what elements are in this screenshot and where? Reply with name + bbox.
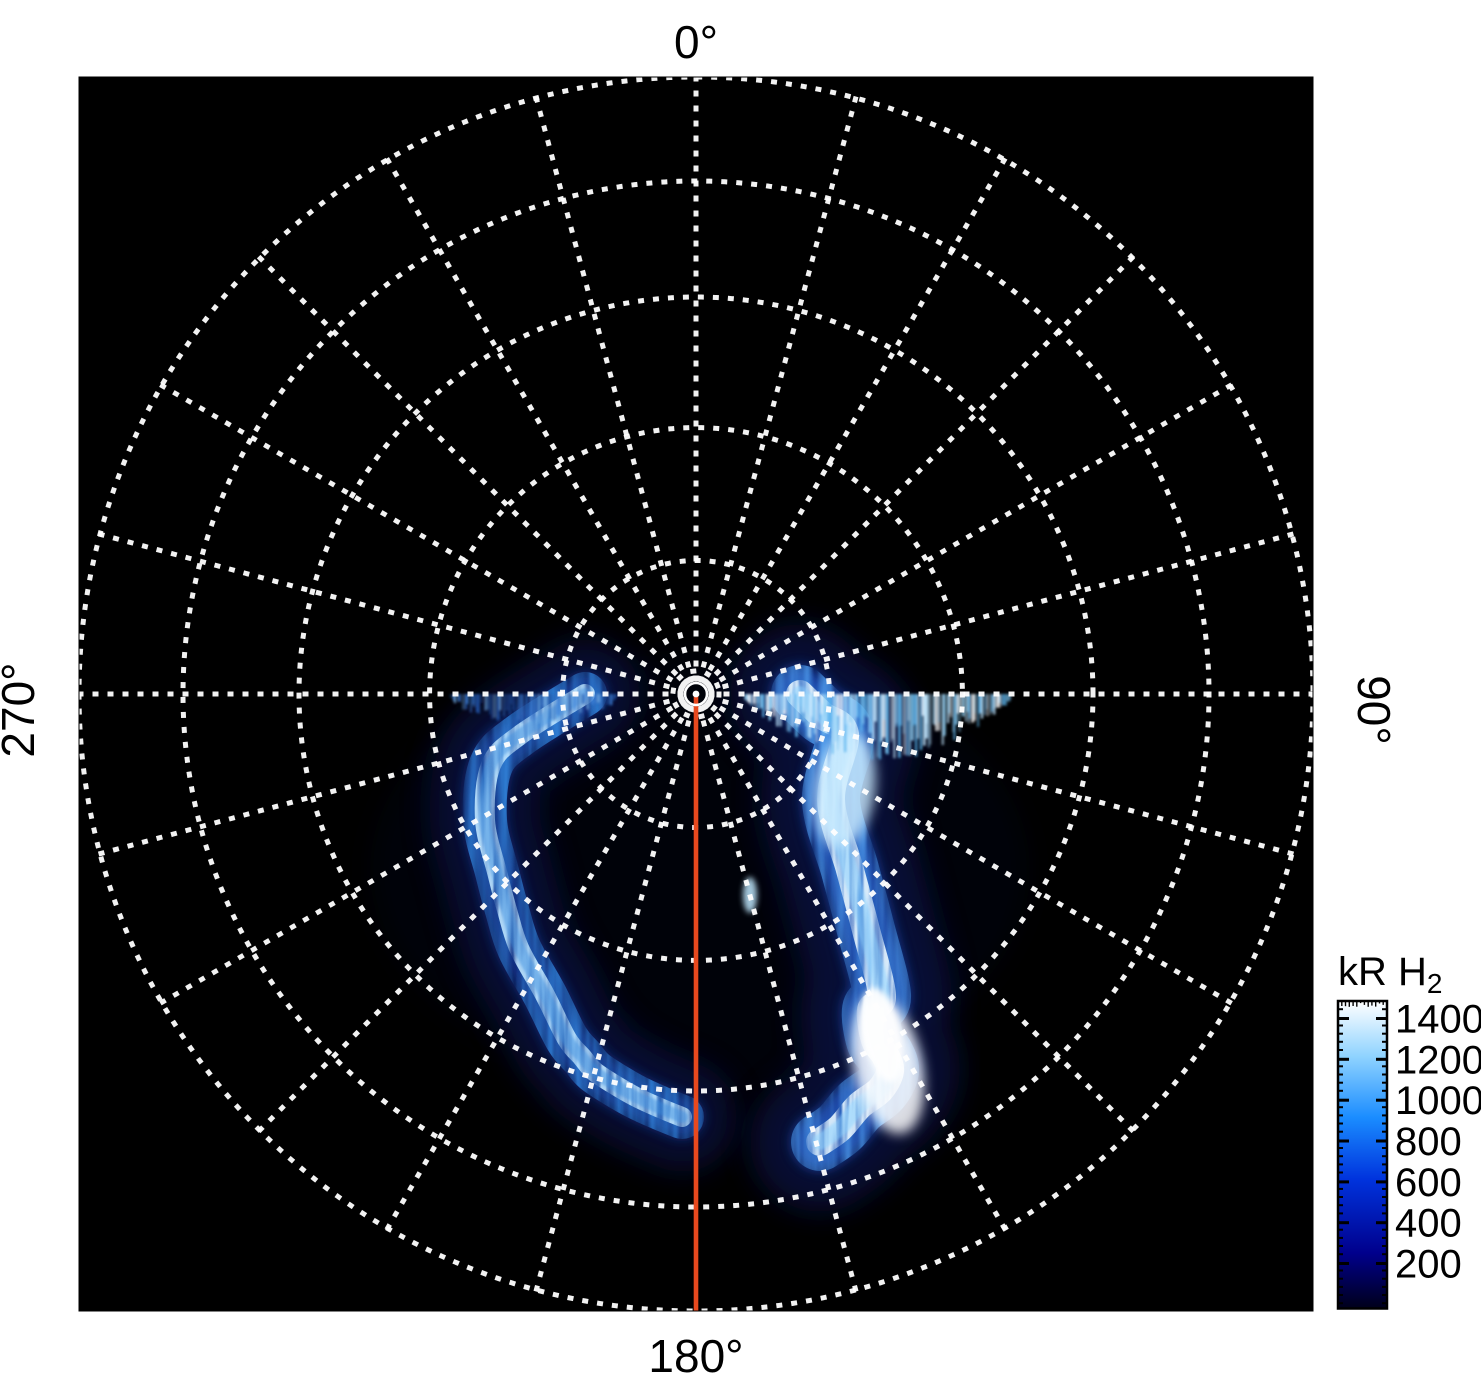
svg-text:1400: 1400 — [1395, 998, 1481, 1042]
svg-text:200: 200 — [1395, 1243, 1462, 1287]
svg-text:600: 600 — [1395, 1161, 1462, 1205]
svg-text:kR H2: kR H2 — [1338, 950, 1442, 999]
svg-text:270°: 270° — [0, 662, 44, 757]
svg-text:180°: 180° — [648, 1330, 743, 1382]
svg-text:90°: 90° — [1348, 675, 1400, 745]
svg-text:1200: 1200 — [1395, 1038, 1481, 1082]
svg-text:0°: 0° — [674, 16, 718, 68]
svg-text:400: 400 — [1395, 1202, 1462, 1246]
svg-text:800: 800 — [1395, 1120, 1462, 1164]
svg-text:1000: 1000 — [1395, 1079, 1481, 1123]
